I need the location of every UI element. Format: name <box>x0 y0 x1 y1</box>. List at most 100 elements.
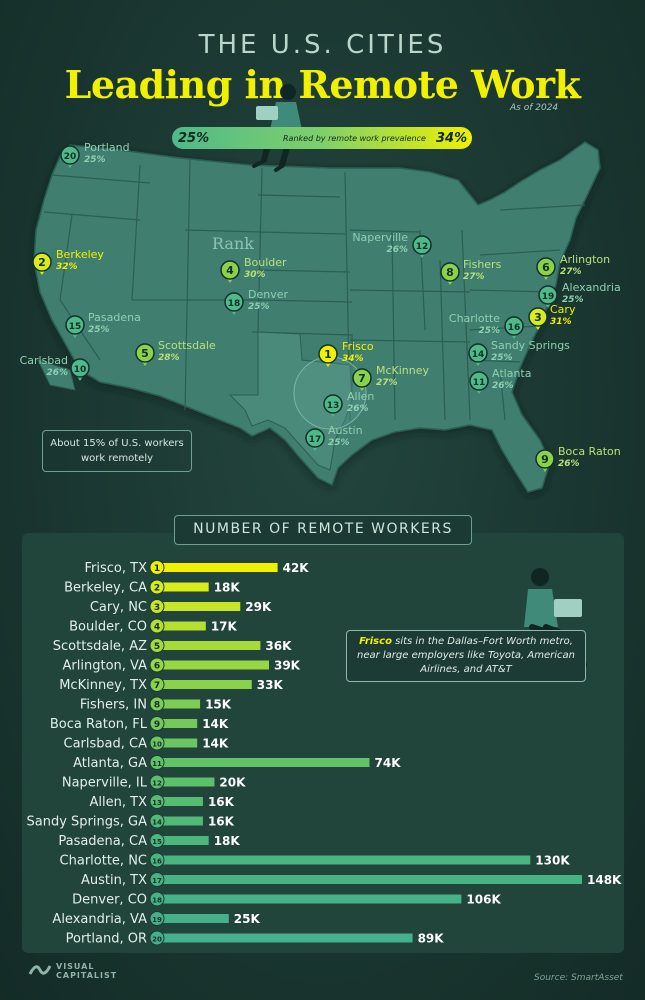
marker-rank: 16 <box>508 323 521 333</box>
bar-value-label: 15K <box>205 698 232 712</box>
bar-rank-badge <box>149 560 165 575</box>
callout-text: sits in the Dallas–Fort Worth metro, nea… <box>356 636 575 675</box>
bar-row: Atlanta, GA 11 74K <box>73 755 402 771</box>
marker-circle <box>70 358 90 378</box>
marker-rank: 18 <box>228 299 241 309</box>
bar-value-label: 106K <box>466 893 501 907</box>
bar-rank-number: 9 <box>154 720 160 730</box>
bar-row: Boulder, CO 4 17K <box>69 618 238 635</box>
bar <box>157 894 462 904</box>
bar <box>157 914 229 923</box>
marker-city-name: Fishers <box>463 258 502 271</box>
laptop-icon <box>554 599 582 617</box>
bar-category-label: Carlsbad, CA <box>64 737 148 752</box>
bar-rank-badge <box>149 696 165 712</box>
bar-category-label: Sandy Springs, GA <box>27 815 148 830</box>
bar-rank-number: 17 <box>152 877 162 885</box>
bar-category-label: Berkeley, CA <box>64 581 147 596</box>
bar-value-label: 89K <box>418 932 445 946</box>
marker-city-pct: 25% <box>88 325 110 335</box>
bar-category-label: Portland, OR <box>66 932 147 947</box>
marker-rank: 13 <box>327 401 340 411</box>
marker-circle <box>352 368 372 388</box>
state-borders <box>43 159 586 421</box>
bar-row: Denver, CO 18 106K <box>72 891 501 908</box>
bar-rank-badge <box>149 911 165 926</box>
logo-text-line1: VISUAL <box>56 962 95 971</box>
bar <box>157 816 203 826</box>
marker-circle <box>535 449 555 469</box>
marker-circle <box>305 428 325 448</box>
bar-category-label: Boulder, CO <box>69 620 147 635</box>
marker-circle <box>538 285 558 305</box>
bar-row: Charlotte, NC 16 130K <box>60 852 570 869</box>
marker-city-name: Portland <box>84 141 130 154</box>
bar-row: Frisco, TX 1 42K <box>85 560 310 576</box>
marker-city-name: Sandy Springs <box>491 339 570 352</box>
marker-circle <box>32 252 52 272</box>
marker-rank: 3 <box>534 311 542 324</box>
bar-rank-number: 19 <box>152 916 162 924</box>
marker-city-name: Boulder <box>244 256 287 269</box>
bar <box>157 680 252 689</box>
bar <box>157 660 269 670</box>
bar-rank-badge <box>149 755 165 770</box>
marker-city-name: Boca Raton <box>558 445 621 458</box>
marker-rank: 7 <box>358 372 366 385</box>
bar-row: Alexandria, VA 19 25K <box>52 911 260 927</box>
marker-city-name: Berkeley <box>56 248 104 261</box>
bar-value-label: 14K <box>202 737 229 751</box>
marker-city-pct: 27% <box>463 272 485 282</box>
marker-rank: 5 <box>141 347 149 360</box>
logo-text-line2: CAPITALIST <box>56 971 118 980</box>
bar-category-label: Charlotte, NC <box>60 854 147 869</box>
bar-rank-badge <box>149 638 165 653</box>
marker-rank: 4 <box>226 264 234 277</box>
us-map: 1Frisco34%2Berkeley32%3Cary31%4Boulder30… <box>20 84 621 493</box>
bar <box>157 777 215 787</box>
bar-value-label: 16K <box>208 815 235 829</box>
marker-city-pct: 28% <box>158 353 180 363</box>
marker-city-pct: 25% <box>248 302 270 312</box>
bar-rank-badge <box>149 677 165 692</box>
marker-city-pct: 26% <box>46 368 68 378</box>
logo-mark-icon <box>28 965 52 975</box>
marker-city-name: Pasadena <box>88 311 141 324</box>
main-title: Leading in Remote Work <box>64 62 581 107</box>
marker-city-pct: 30% <box>244 270 266 280</box>
bar-category-label: Arlington, VA <box>63 659 148 674</box>
bar-row: Austin, TX 17 148K <box>81 872 622 888</box>
bar-rank-number: 8 <box>154 701 160 711</box>
legend-min-label: 25% <box>178 131 210 146</box>
bar-rank-number: 4 <box>154 623 160 633</box>
bar-rank-number: 20 <box>152 936 162 944</box>
laptop-icon <box>256 106 278 120</box>
bar-value-label: 18K <box>214 581 241 595</box>
marker-city-name: Charlotte <box>449 312 500 325</box>
bar-rank-badge <box>149 891 165 907</box>
bar-category-label: Frisco, TX <box>85 561 148 576</box>
marker-city-pct: 26% <box>492 381 514 391</box>
marker-circle <box>60 145 80 165</box>
bar-rank-number: 2 <box>154 584 160 594</box>
bar-rank-number: 1 <box>154 564 160 574</box>
marker-circle <box>528 307 548 327</box>
bar-category-label: Naperville, IL <box>62 776 148 791</box>
marker-circle <box>412 235 432 255</box>
bar-value-label: 130K <box>535 854 570 868</box>
marker-circle <box>440 262 460 282</box>
source-note: Source: SmartAsset <box>534 973 623 983</box>
marker-city-name: Frisco <box>342 340 374 353</box>
bar-rank-number: 7 <box>154 681 160 691</box>
bar-rank-number: 13 <box>152 799 162 807</box>
marker-city-pct: 25% <box>328 438 350 448</box>
legend-max-label: 34% <box>436 131 468 146</box>
marker-circle <box>468 343 488 363</box>
bar-category-label: Atlanta, GA <box>73 756 147 771</box>
bar-value-label: 42K <box>283 561 310 575</box>
bar-value-label: 74K <box>375 756 402 770</box>
